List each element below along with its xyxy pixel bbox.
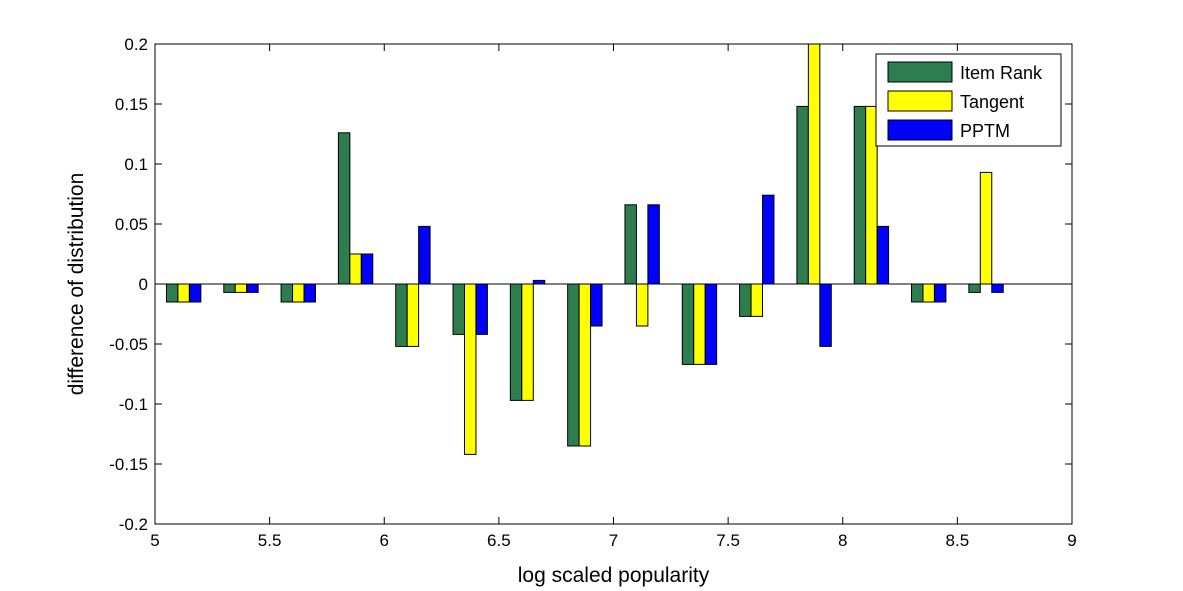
y-tick-label: -0.05 [109, 335, 148, 354]
y-tick-label: 0.05 [115, 215, 148, 234]
bar-item-rank-4 [395, 283, 408, 347]
bar-tangent-7 [578, 283, 592, 447]
bar-item-rank-11 [796, 105, 809, 285]
x-tick-label: 6.5 [487, 531, 511, 550]
bar-pptm-0 [188, 283, 202, 303]
bar-pptm-8 [647, 204, 660, 285]
bar-pptm-12 [876, 225, 890, 285]
bar-item-rank-6 [509, 283, 523, 401]
bar-pptm-4 [418, 225, 431, 285]
bar-item-rank-13 [911, 283, 924, 303]
x-axis-title: log scaled popularity [518, 564, 710, 587]
bar-pptm-10 [762, 194, 775, 285]
bar-tangent-14 [979, 171, 993, 285]
bar-item-rank-10 [739, 283, 752, 317]
legend-label-tangent: Tangent [960, 92, 1024, 112]
legend-swatch-pptm [887, 119, 953, 141]
y-axis-title: difference of distribution [65, 173, 88, 396]
bar-pptm-6 [532, 279, 546, 285]
bar-tangent-6 [521, 283, 534, 401]
legend-label-pptm: PPTM [960, 121, 1010, 141]
legend-label-item-rank: Item Rank [960, 63, 1043, 83]
bar-item-rank-2 [280, 283, 294, 303]
bar-tangent-11 [807, 43, 821, 285]
bar-tangent-2 [292, 283, 305, 303]
bar-pptm-3 [360, 253, 374, 285]
bar-tangent-13 [922, 283, 935, 303]
bar-item-rank-14 [968, 283, 981, 293]
bar-pptm-14 [991, 283, 1004, 293]
bar-tangent-0 [177, 283, 190, 303]
bar-item-rank-9 [681, 283, 695, 365]
bar-pptm-7 [590, 283, 603, 327]
bar-pptm-11 [819, 283, 832, 347]
bar-tangent-8 [635, 283, 649, 327]
y-tick-label: -0.1 [119, 395, 148, 414]
bar-tangent-1 [234, 283, 248, 293]
bar-pptm-9 [704, 283, 718, 365]
bar-item-rank-3 [337, 132, 351, 285]
x-tick-label: 8 [838, 531, 847, 550]
ticks-layer: 5 5.5 6 6.5 7 7.5 8 8.5 9 -0.2 -0.15 -0.1 -0.05 0 0.05… [109, 35, 1076, 550]
legend: Item Rank Tangent PPTM [875, 53, 1062, 147]
bar-tangent-9 [693, 283, 706, 365]
x-tick-label: 5.5 [258, 531, 282, 550]
bar-item-rank-7 [567, 283, 580, 447]
x-tick-label: 7 [609, 531, 618, 550]
legend-swatch-tangent [887, 90, 953, 112]
y-tick-label: 0.15 [115, 95, 148, 114]
bar-pptm-2 [303, 283, 316, 303]
y-tick-label: 0 [139, 275, 148, 294]
x-tick-label: 7.5 [716, 531, 740, 550]
x-tick-label: 8.5 [946, 531, 970, 550]
bar-item-rank-1 [223, 283, 236, 293]
bar-tangent-4 [406, 283, 420, 347]
y-tick-label: -0.15 [109, 455, 148, 474]
y-tick-label: 0.2 [124, 35, 148, 54]
bar-item-rank-5 [452, 283, 465, 335]
bar-pptm-5 [475, 283, 488, 335]
y-tick-label: 0.1 [124, 155, 148, 174]
y-tick-label: -0.2 [119, 515, 148, 534]
bar-item-rank-12 [853, 105, 867, 285]
bar-tangent-3 [349, 253, 362, 285]
x-tick-label: 6 [380, 531, 389, 550]
x-tick-label: 5 [150, 531, 159, 550]
bar-pptm-13 [933, 283, 947, 303]
bar-item-rank-8 [624, 204, 637, 285]
bar-tangent-5 [463, 283, 477, 455]
bar-tangent-12 [865, 105, 878, 285]
bar-pptm-1 [246, 283, 259, 293]
bars-layer [165, 43, 1004, 455]
bar-item-rank-0 [165, 283, 179, 303]
legend-swatch-item-rank [887, 61, 953, 83]
bar-tangent-10 [750, 283, 764, 317]
x-tick-label: 9 [1067, 531, 1076, 550]
